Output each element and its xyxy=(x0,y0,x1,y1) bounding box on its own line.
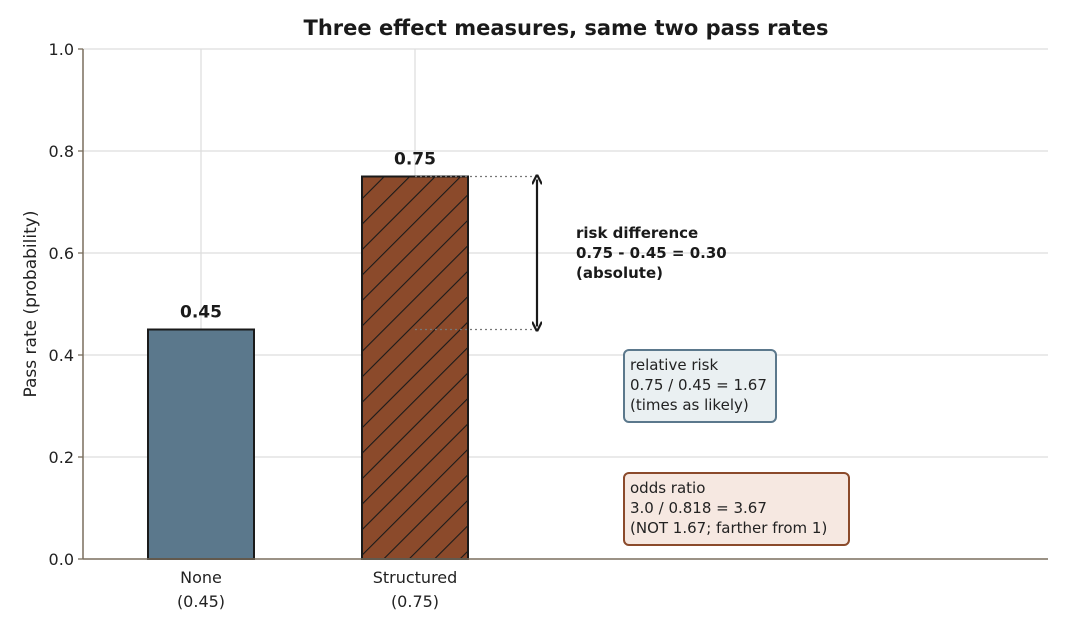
relative-risk-box: relative risk 0.75 / 0.45 = 1.67 (times … xyxy=(623,349,777,423)
chart-title: Three effect measures, same two pass rat… xyxy=(304,16,829,40)
y-tick-label: 0.2 xyxy=(49,448,74,467)
relative-risk-line-1: relative risk xyxy=(630,356,718,374)
risk-difference-annotation: risk difference 0.75 - 0.45 = 0.30 (abso… xyxy=(415,177,727,330)
risk-difference-line-1: risk difference xyxy=(576,224,698,242)
bar-value-label: 0.45 xyxy=(180,303,222,323)
axes: None (0.45) Structured (0.75) 0.0 0.2 0.4 0.6 0.… xyxy=(49,40,1048,611)
odds-ratio-box: odds ratio 3.0 / 0.818 = 3.67 (NOT 1.67;… xyxy=(623,472,850,546)
x-tick-label: None xyxy=(180,568,222,587)
bar-value-label: 0.75 xyxy=(394,150,436,170)
relative-risk-line-2: 0.75 / 0.45 = 1.67 xyxy=(630,376,767,394)
y-tick-label: 0.4 xyxy=(49,346,74,365)
relative-risk-line-3: (times as likely) xyxy=(630,396,749,414)
y-tick-label: 0.6 xyxy=(49,244,74,263)
y-tick-label: 0.0 xyxy=(49,550,74,569)
bars: 0.45 0.75 xyxy=(147,150,469,560)
x-tick-label-value: (0.75) xyxy=(391,592,439,611)
bar xyxy=(147,328,255,560)
y-tick-label: 0.8 xyxy=(49,142,74,161)
odds-ratio-line-2: 3.0 / 0.818 = 3.67 xyxy=(630,499,767,517)
odds-ratio-box-frame xyxy=(623,472,850,546)
y-tick-label: 1.0 xyxy=(49,40,74,59)
risk-difference-line-2: 0.75 - 0.45 = 0.30 xyxy=(576,244,727,262)
odds-ratio-line-1: odds ratio xyxy=(630,479,705,497)
risk-difference-line-3: (absolute) xyxy=(576,264,663,282)
x-tick-label-value: (0.45) xyxy=(177,592,225,611)
relative-risk-box-frame xyxy=(623,349,777,423)
odds-ratio-line-3: (NOT 1.67; farther from 1) xyxy=(630,519,827,537)
y-axis-label: Pass rate (probability) xyxy=(21,211,41,398)
bar xyxy=(361,175,469,560)
x-tick-label: Structured xyxy=(373,568,458,587)
